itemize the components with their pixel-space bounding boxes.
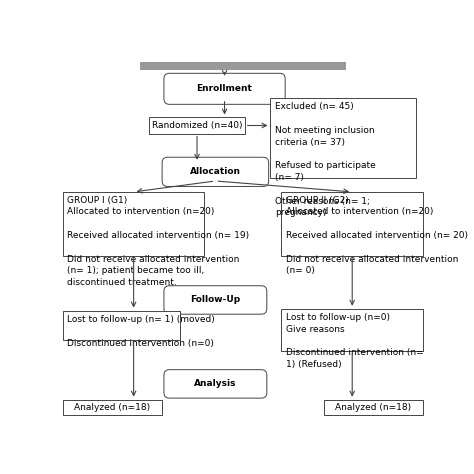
FancyBboxPatch shape (324, 400, 423, 415)
Text: Follow-Up: Follow-Up (191, 295, 240, 304)
Text: Excluded (n= 45)

Not meeting inclusion
criteria (n= 37)

Refused to participate: Excluded (n= 45) Not meeting inclusion c… (275, 102, 375, 218)
Text: Randomized (n=40): Randomized (n=40) (152, 121, 242, 130)
Text: Enrollment: Enrollment (197, 84, 253, 93)
FancyBboxPatch shape (140, 62, 346, 70)
FancyBboxPatch shape (149, 118, 245, 134)
FancyBboxPatch shape (164, 73, 285, 104)
FancyBboxPatch shape (282, 309, 423, 351)
FancyBboxPatch shape (164, 286, 267, 314)
Text: GROUP I (G1)
Allocated to intervention (n=20)

Received allocated intervention (: GROUP I (G1) Allocated to intervention (… (67, 196, 249, 287)
Text: Analyzed (n=18): Analyzed (n=18) (74, 403, 151, 412)
FancyBboxPatch shape (162, 157, 269, 186)
Text: GROUP II (G2)
Allocated to intervention (n=20)

Received allocated intervention : GROUP II (G2) Allocated to intervention … (286, 196, 468, 275)
FancyBboxPatch shape (63, 310, 181, 340)
Text: Allocation: Allocation (190, 167, 241, 176)
FancyBboxPatch shape (164, 370, 267, 398)
FancyBboxPatch shape (271, 98, 416, 178)
Text: Analyzed (n=18): Analyzed (n=18) (335, 403, 411, 412)
Text: Analysis: Analysis (194, 379, 237, 388)
FancyBboxPatch shape (63, 192, 204, 256)
FancyBboxPatch shape (282, 192, 423, 256)
Text: Lost to follow-up (n=0)
Give reasons

Discontinued intervention (n=
1) (Refused): Lost to follow-up (n=0) Give reasons Dis… (286, 313, 424, 369)
Text: Lost to follow-up (n= 1) (moved)

Discontinued intervention (n=0): Lost to follow-up (n= 1) (moved) Discont… (67, 315, 215, 347)
FancyBboxPatch shape (63, 400, 162, 415)
